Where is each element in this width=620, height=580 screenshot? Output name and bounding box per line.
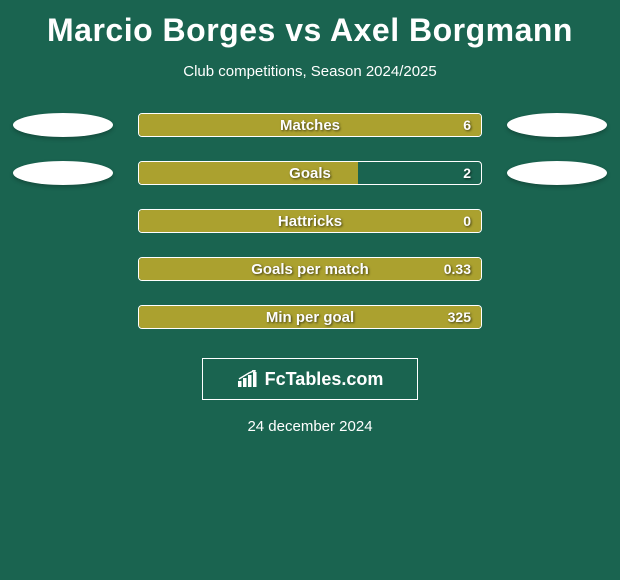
right-badge-slot [502,160,612,186]
left-badge-slot [8,256,118,282]
stat-bar: Min per goal325 [138,305,482,329]
right-badge-slot [502,112,612,138]
stat-value: 2 [463,162,471,184]
right-badge-slot [502,256,612,282]
brand-text: FcTables.com [265,369,384,390]
player-badge-right [507,113,607,137]
brand-box: FcTables.com [202,358,418,400]
stat-label: Hattricks [139,210,481,232]
stat-row: Goals per match0.33 [0,256,620,282]
stat-row: Min per goal325 [0,304,620,330]
right-badge-slot [502,304,612,330]
stat-value: 325 [448,306,471,328]
player-badge-left [13,161,113,185]
stat-value: 0.33 [444,258,471,280]
stat-bar: Hattricks0 [138,209,482,233]
stat-bar: Goals per match0.33 [138,257,482,281]
stat-rows: Matches6Goals2Hattricks0Goals per match0… [0,112,620,330]
stat-row: Goals2 [0,160,620,186]
stat-bar: Matches6 [138,113,482,137]
left-badge-slot [8,112,118,138]
chart-icon [237,370,259,388]
left-badge-slot [8,160,118,186]
stat-label: Matches [139,114,481,136]
stat-label: Goals [139,162,481,184]
left-badge-slot [8,208,118,234]
stat-value: 6 [463,114,471,136]
subtitle: Club competitions, Season 2024/2025 [183,63,437,80]
stat-row: Hattricks0 [0,208,620,234]
stat-label: Min per goal [139,306,481,328]
stat-value: 0 [463,210,471,232]
stat-row: Matches6 [0,112,620,138]
stat-label: Goals per match [139,258,481,280]
stat-bar: Goals2 [138,161,482,185]
right-badge-slot [502,208,612,234]
left-badge-slot [8,304,118,330]
footer-date: 24 december 2024 [247,418,372,435]
player-badge-right [507,161,607,185]
stats-infographic: Marcio Borges vs Axel Borgmann Club comp… [0,0,620,445]
page-title: Marcio Borges vs Axel Borgmann [47,12,573,49]
player-badge-left [13,113,113,137]
